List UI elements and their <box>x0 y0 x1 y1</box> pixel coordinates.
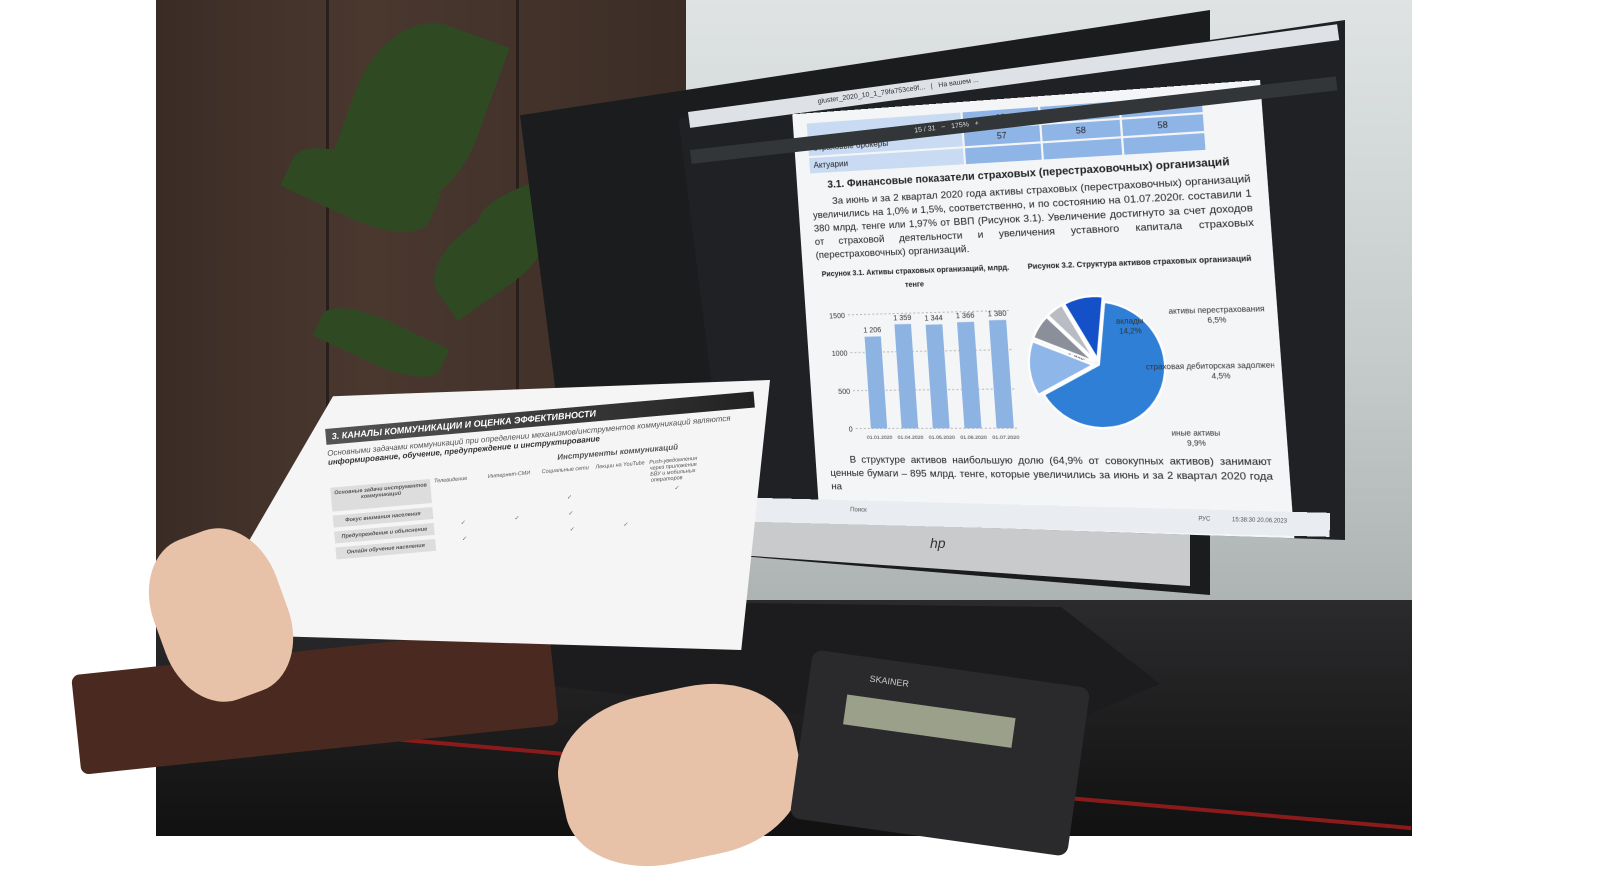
x-tick-label: 01.05.2020 <box>929 435 956 442</box>
check-icon: ✓ <box>491 513 542 529</box>
language-indicator[interactable]: РУС <box>1198 516 1210 522</box>
browser-tab[interactable]: На вашем ... <box>938 77 979 89</box>
bar <box>865 336 888 428</box>
check-icon: ✓ <box>438 518 489 534</box>
x-tick-label: 01.06.2020 <box>960 435 987 442</box>
data-label: 1 206 <box>863 327 882 335</box>
empty-cell <box>436 502 487 518</box>
table-cell <box>965 144 1042 165</box>
x-tick-label: 01.07.2020 <box>992 435 1020 442</box>
table-cell: 58 <box>1122 114 1204 136</box>
taskbar-search[interactable]: Поиск <box>850 507 867 513</box>
calculator-display <box>843 695 1016 748</box>
empty-cell <box>599 504 650 520</box>
clock-date: 20.06.2023 <box>1257 518 1287 525</box>
table-cell: 58 <box>1041 120 1120 141</box>
data-label: 1 359 <box>893 314 912 322</box>
data-label: 1 344 <box>924 315 943 323</box>
column-header: Телевидение <box>434 474 486 502</box>
monitor-logo: hp <box>930 535 946 551</box>
empty-cell <box>490 498 541 514</box>
table-cell <box>1043 138 1122 159</box>
data-label: 1 380 <box>987 310 1007 318</box>
slice-label: активы перестрахования <box>1168 306 1265 317</box>
slice-percent: 4,5% <box>1211 373 1231 381</box>
bar <box>926 324 950 428</box>
bar <box>957 322 981 428</box>
x-tick-label: 01.01.2020 <box>867 435 893 441</box>
page-indicator[interactable]: 15 / 31 <box>914 125 936 134</box>
empty-cell <box>598 488 649 504</box>
bar <box>894 324 918 428</box>
clock-time: 15:38:30 <box>1232 517 1256 524</box>
slice-percent: 6,5% <box>1207 317 1226 325</box>
tasks-header: Основные задачи инструментов коммуникаци… <box>330 479 432 512</box>
slice-label: вклады <box>1116 318 1144 327</box>
bar-chart: 0 500 1000 1500 1 206 01.01.2020 1 359 01.04.20… <box>818 289 1027 450</box>
pie-chart: ценные бумаги64,9%вклады14,2%активы пере… <box>1015 266 1280 447</box>
bar <box>989 320 1014 428</box>
check-icon: ✓ <box>545 509 596 525</box>
slice-percent: 14,2% <box>1119 328 1142 336</box>
slice-percent: 9,9% <box>1187 440 1206 447</box>
column-header: Социальные сети <box>541 465 593 493</box>
calculator-brand: SKAINER <box>869 674 910 689</box>
empty-cell <box>653 499 704 515</box>
slice-label: иные активы <box>1171 430 1220 438</box>
zoom-level[interactable]: 175% <box>951 121 970 130</box>
y-tick-label: 1000 <box>832 351 848 359</box>
y-tick-label: 1500 <box>829 313 845 321</box>
data-label: 1 366 <box>956 312 975 320</box>
column-header: Push-уведомления через приложения БВУ и … <box>649 456 701 484</box>
check-icon: ✓ <box>544 493 595 509</box>
table-cell <box>1123 133 1205 155</box>
y-tick-label: 0 <box>848 426 853 433</box>
x-tick-label: 01.04.2020 <box>897 435 924 441</box>
paragraph: В структуре активов наибольшую долю (64,… <box>829 453 1274 499</box>
y-tick-label: 500 <box>838 388 850 396</box>
column-header: Интернет-СМИ <box>488 470 540 498</box>
check-icon: ✓ <box>651 483 702 499</box>
column-header: Лекции на YouTube <box>595 460 647 488</box>
